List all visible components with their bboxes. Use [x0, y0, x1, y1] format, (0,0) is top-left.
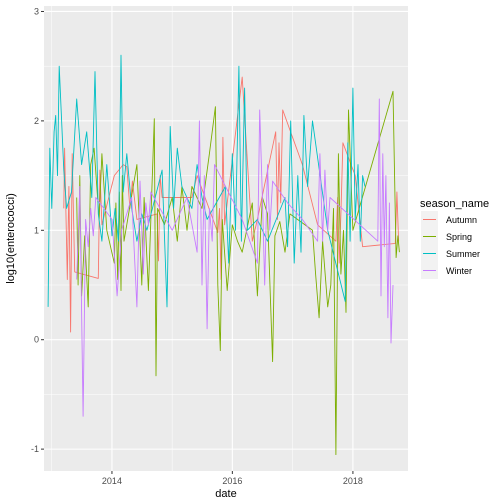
- x-tick-label: 2014: [102, 476, 122, 486]
- x-axis-title: date: [215, 488, 236, 500]
- legend-label: Spring: [446, 232, 472, 242]
- x-tick-label: 2016: [222, 476, 242, 486]
- x-tick-label: 2018: [343, 476, 363, 486]
- series-line-summer: [47, 54, 366, 308]
- legend-title: season_name: [420, 198, 489, 210]
- legend-item-summer: Summer: [421, 245, 480, 262]
- y-axis: -1 0 1 2 3: [31, 6, 44, 454]
- legend-item-spring: Spring: [421, 228, 472, 245]
- series-layer: [47, 54, 400, 456]
- major-grid: [44, 6, 408, 471]
- legend-label: Autumn: [446, 215, 477, 225]
- legend-label: Winter: [446, 266, 472, 276]
- x-axis: 2014 2016 2018: [102, 471, 363, 486]
- series-line-winter: [76, 98, 394, 417]
- y-tick-label: 3: [34, 6, 39, 16]
- legend-item-winter: Winter: [421, 262, 472, 279]
- y-tick-label: -1: [31, 444, 39, 454]
- legend-label: Summer: [446, 249, 480, 259]
- y-axis-title: log10(enterococci): [5, 193, 17, 284]
- y-tick-label: 1: [34, 225, 39, 235]
- legend-item-autumn: Autumn: [421, 211, 477, 228]
- legend-items: Autumn Spring Summer Winter: [421, 211, 480, 279]
- y-tick-label: 2: [34, 116, 39, 126]
- legend: season_name Autumn Spring Summer Winter: [420, 198, 489, 279]
- y-tick-label: 0: [34, 335, 39, 345]
